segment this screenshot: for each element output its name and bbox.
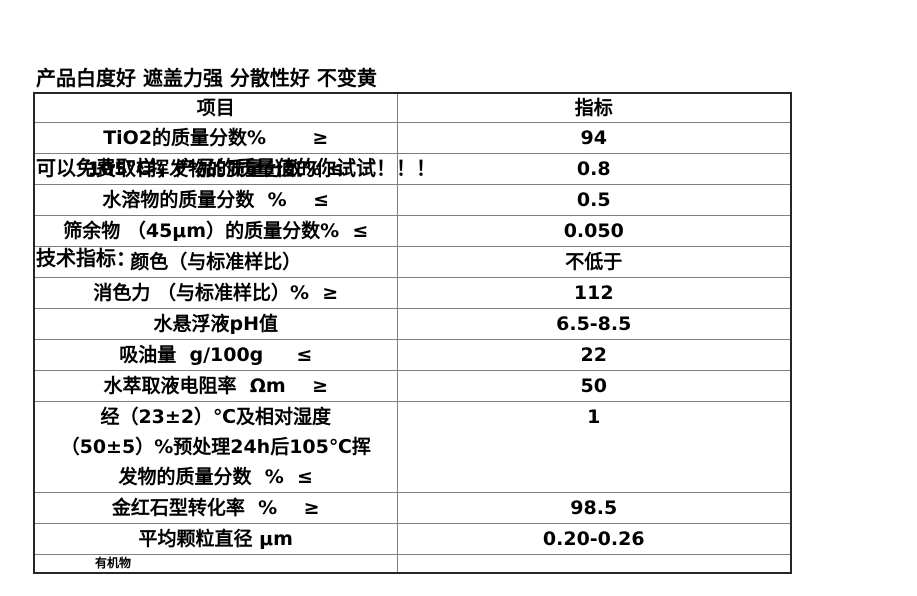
value-cell: 0.5 — [396, 184, 792, 216]
item-cell: 水萃取液电阻率 Ωm ≥ — [33, 370, 398, 402]
item-cell: 筛余物 （45μm）的质量分数% ≤ — [33, 215, 398, 247]
item-cell: 水溶物的质量分数 % ≤ — [33, 184, 398, 216]
table-row: TiO2的质量分数% ≥ 94 — [33, 122, 792, 154]
item-cell: 吸油量 g/100g ≤ — [33, 339, 398, 371]
value-cell: 不低于 — [396, 246, 792, 278]
table-header-row: 项目 指标 — [33, 92, 792, 123]
table-row: 经（23±2）℃及相对湿度 （50±5）%预处理24h后105℃挥 发物的质量分… — [33, 401, 792, 493]
table-row: 消色力 （与标准样比）% ≥ 112 — [33, 277, 792, 309]
table-row: 105℃挥发物的质量分数% ≤ 0.8 — [33, 153, 792, 185]
column-header-item: 项目 — [33, 92, 398, 123]
table-row: 有机物 — [33, 554, 792, 574]
table-row: 筛余物 （45μm）的质量分数% ≤ 0.050 — [33, 215, 792, 247]
headline-quality: 产品白度好 遮盖力强 分散性好 不变黄 — [36, 66, 377, 90]
value-cell: 6.5-8.5 — [396, 308, 792, 340]
value-cell: 0.8 — [396, 153, 792, 185]
table-row: 平均颗粒直径 μm 0.20-0.26 — [33, 523, 792, 555]
value-cell: 22 — [396, 339, 792, 371]
value-cell: 0.20-0.26 — [396, 523, 792, 555]
item-cell: TiO2的质量分数% ≥ — [33, 122, 398, 154]
value-cell: 94 — [396, 122, 792, 154]
table-row: 金红石型转化率 % ≥ 98.5 — [33, 492, 792, 524]
spec-table: 项目 指标 TiO2的质量分数% ≥ 94 105℃挥发物的质量分数% ≤ 0.… — [33, 92, 792, 574]
value-cell — [396, 554, 792, 574]
table-row: 颜色（与标准样比） 不低于 — [33, 246, 792, 278]
value-cell: 1 — [396, 401, 792, 493]
item-cell: 平均颗粒直径 μm — [33, 523, 398, 555]
table-row: 吸油量 g/100g ≤ 22 — [33, 339, 792, 371]
table-row: 水萃取液电阻率 Ωm ≥ 50 — [33, 370, 792, 402]
value-cell: 0.050 — [396, 215, 792, 247]
item-cell: 水悬浮液pH值 — [33, 308, 398, 340]
item-cell: 消色力 （与标准样比）% ≥ — [33, 277, 398, 309]
item-cell: 金红石型转化率 % ≥ — [33, 492, 398, 524]
column-header-value: 指标 — [396, 92, 792, 123]
value-cell: 112 — [396, 277, 792, 309]
item-cell: 105℃挥发物的质量分数% ≤ — [33, 153, 398, 185]
item-cell: 颜色（与标准样比） — [33, 246, 398, 278]
item-cell: 经（23±2）℃及相对湿度 （50±5）%预处理24h后105℃挥 发物的质量分… — [33, 401, 398, 493]
value-cell: 50 — [396, 370, 792, 402]
value-cell: 98.5 — [396, 492, 792, 524]
table-row: 水悬浮液pH值 6.5-8.5 — [33, 308, 792, 340]
item-cell: 有机物 — [33, 554, 398, 574]
table-row: 水溶物的质量分数 % ≤ 0.5 — [33, 184, 792, 216]
spec-table-body: TiO2的质量分数% ≥ 94 105℃挥发物的质量分数% ≤ 0.8 水溶物的… — [33, 122, 792, 574]
